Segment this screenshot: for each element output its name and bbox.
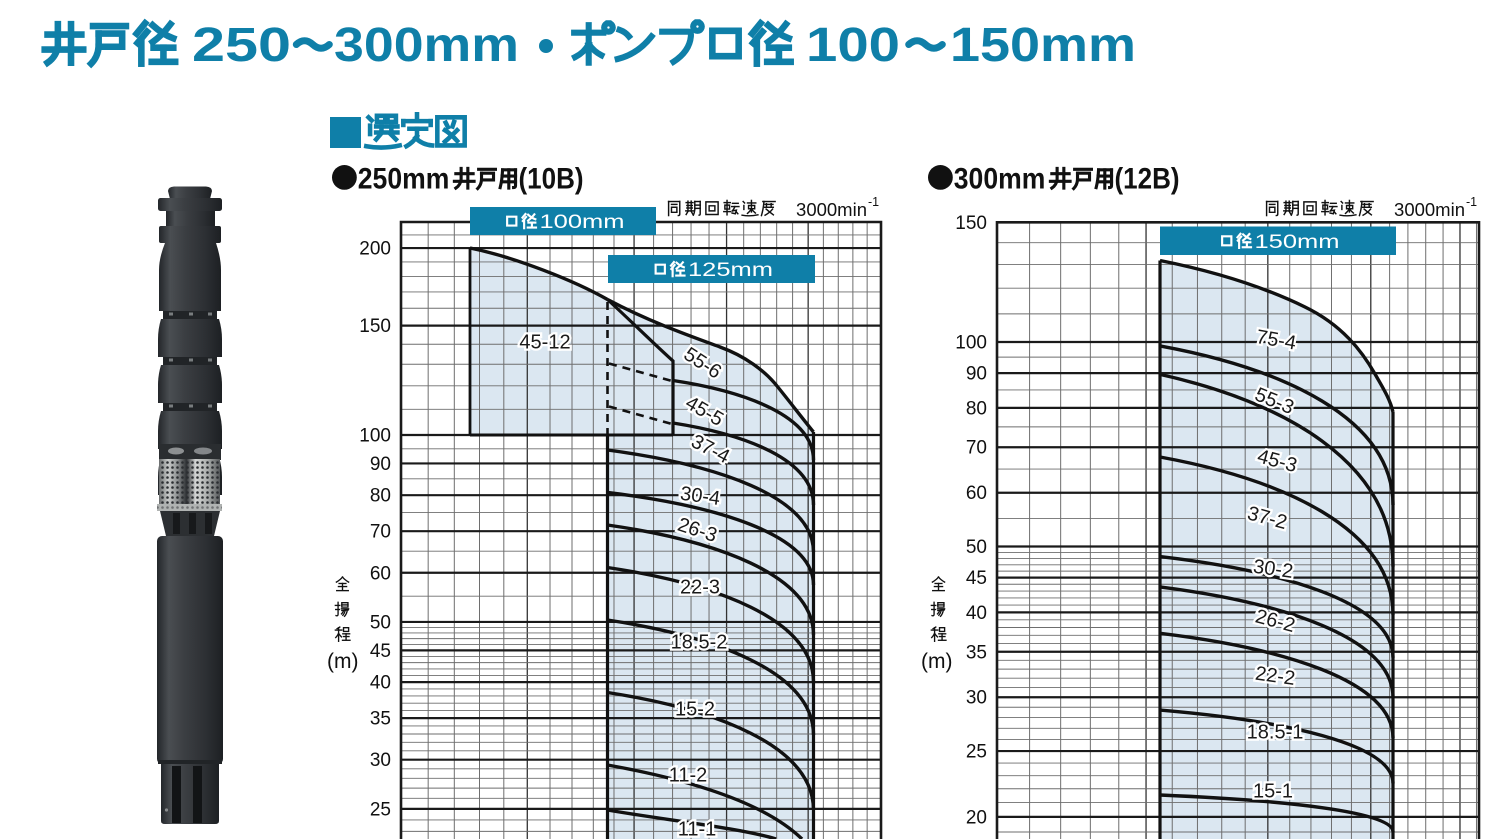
svg-text:100: 100: [955, 333, 987, 354]
svg-text:30: 30: [966, 688, 987, 709]
svg-text:200: 200: [359, 239, 391, 260]
svg-text:(10B): (10B): [519, 163, 584, 196]
svg-text:250mm: 250mm: [358, 163, 450, 196]
svg-text:100mm: 100mm: [540, 211, 625, 233]
svg-text:300mm: 300mm: [954, 163, 1046, 196]
svg-text:15-1: 15-1: [1253, 780, 1293, 802]
svg-text:100: 100: [806, 18, 900, 72]
svg-text:40: 40: [966, 603, 987, 624]
svg-text:(12B): (12B): [1115, 163, 1180, 196]
svg-text:25: 25: [966, 742, 987, 763]
svg-text:90: 90: [370, 454, 391, 475]
svg-text:50: 50: [370, 612, 391, 633]
svg-text:45: 45: [370, 641, 391, 662]
svg-text:35: 35: [966, 642, 987, 663]
svg-text:150mm: 150mm: [1255, 231, 1340, 253]
svg-text:3000min: 3000min: [796, 199, 867, 220]
svg-text:25: 25: [370, 799, 391, 820]
svg-text:(m): (m): [921, 650, 952, 673]
svg-text:-1: -1: [1466, 195, 1477, 209]
svg-text:11-2: 11-2: [669, 764, 708, 786]
svg-text:60: 60: [370, 563, 391, 584]
svg-text:125mm: 125mm: [688, 259, 773, 281]
svg-text:18.5-1: 18.5-1: [1247, 721, 1304, 743]
svg-text:20: 20: [966, 807, 987, 828]
svg-text:250: 250: [192, 18, 291, 72]
svg-text:60: 60: [966, 483, 987, 504]
svg-text:150: 150: [955, 213, 987, 234]
svg-text:15-2: 15-2: [675, 698, 715, 720]
svg-text:70: 70: [966, 438, 987, 459]
svg-text:18.5-2: 18.5-2: [671, 631, 728, 653]
svg-text:45-12: 45-12: [519, 331, 570, 353]
svg-text:70: 70: [370, 522, 391, 543]
svg-text:300mm: 300mm: [334, 18, 519, 72]
svg-text:50: 50: [966, 537, 987, 558]
svg-text:-1: -1: [868, 195, 879, 209]
svg-text:150mm: 150mm: [950, 18, 1136, 72]
svg-text:150: 150: [359, 316, 391, 337]
svg-text:11-1: 11-1: [678, 818, 717, 839]
svg-text:35: 35: [370, 709, 391, 730]
svg-text:45: 45: [966, 568, 987, 589]
svg-text:80: 80: [966, 398, 987, 419]
svg-text:22-3: 22-3: [680, 576, 720, 598]
svg-text:40: 40: [370, 673, 391, 694]
svg-text:30: 30: [370, 750, 391, 771]
svg-text:90: 90: [966, 364, 987, 385]
svg-text:100: 100: [359, 426, 391, 447]
svg-text:(m): (m): [327, 650, 358, 673]
svg-text:80: 80: [370, 486, 391, 507]
svg-text:3000min: 3000min: [1394, 199, 1465, 220]
